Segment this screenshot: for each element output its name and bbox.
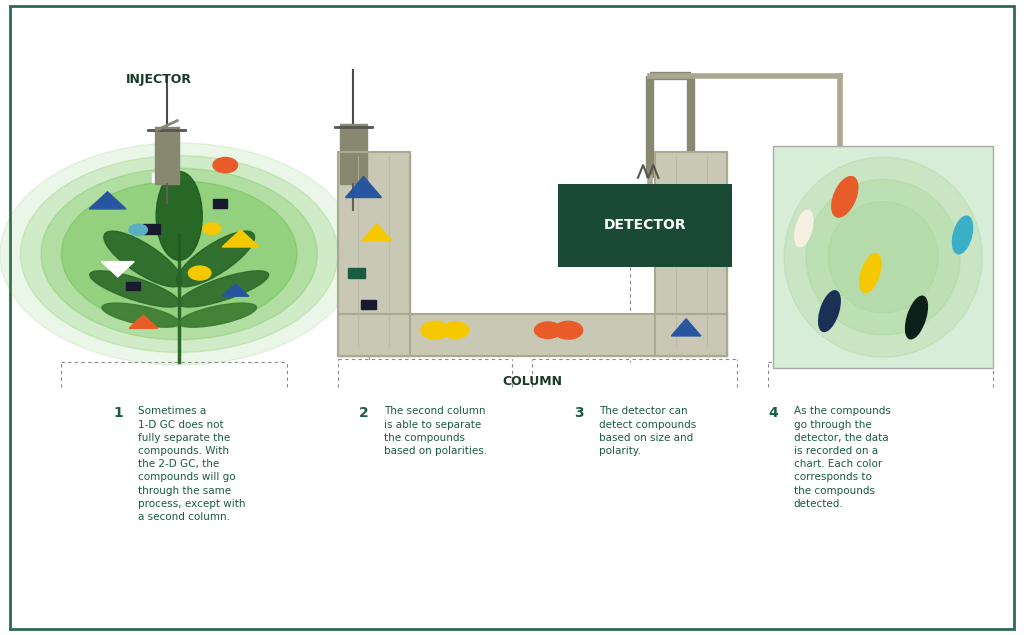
Text: 2: 2 [358, 406, 369, 420]
Text: INJECTOR: INJECTOR [126, 73, 191, 86]
Ellipse shape [102, 303, 179, 327]
Circle shape [213, 157, 238, 173]
Circle shape [129, 224, 147, 236]
Bar [655, 152, 727, 356]
Ellipse shape [103, 231, 182, 287]
Bar [340, 124, 367, 184]
Ellipse shape [156, 171, 202, 260]
Ellipse shape [860, 253, 881, 293]
Ellipse shape [178, 271, 268, 307]
Text: The detector can
detect compounds
based on size and
polarity.: The detector can detect compounds based … [599, 406, 696, 456]
Bar [143, 224, 160, 234]
Text: COLUMN: COLUMN [503, 375, 562, 387]
Ellipse shape [795, 210, 813, 247]
FancyBboxPatch shape [558, 184, 732, 267]
Bar [213, 199, 227, 208]
Text: The second column
is able to separate
the compounds
based on polarities.: The second column is able to separate th… [384, 406, 487, 456]
Bar [348, 268, 365, 278]
Polygon shape [129, 315, 158, 328]
Ellipse shape [828, 202, 938, 313]
Circle shape [535, 322, 561, 338]
FancyBboxPatch shape [773, 146, 993, 368]
Bar [152, 173, 166, 182]
Ellipse shape [179, 303, 256, 327]
Bar [155, 127, 179, 184]
Ellipse shape [818, 291, 841, 331]
Bar [338, 314, 727, 356]
Text: 1: 1 [113, 406, 123, 420]
Polygon shape [222, 230, 259, 247]
Circle shape [188, 266, 211, 280]
Ellipse shape [831, 177, 858, 217]
Bar [338, 314, 727, 356]
Ellipse shape [905, 296, 928, 339]
Bar [338, 152, 410, 356]
Bar [127, 281, 139, 290]
Circle shape [61, 181, 297, 327]
Polygon shape [89, 192, 126, 209]
Bar [361, 300, 376, 309]
Bar [338, 152, 410, 356]
Circle shape [203, 223, 221, 234]
Polygon shape [362, 224, 391, 241]
Polygon shape [101, 262, 134, 277]
Ellipse shape [784, 157, 982, 357]
Bar [655, 152, 727, 356]
Ellipse shape [952, 216, 973, 254]
Polygon shape [345, 177, 382, 197]
Text: As the compounds
go through the
detector, the data
is recorded on a
chart. Each : As the compounds go through the detector… [794, 406, 891, 509]
Circle shape [442, 322, 469, 338]
Circle shape [41, 168, 317, 340]
Polygon shape [672, 319, 700, 336]
Circle shape [421, 321, 450, 339]
Text: DETECTOR: DETECTOR [604, 218, 686, 232]
Ellipse shape [176, 231, 255, 287]
Ellipse shape [90, 271, 180, 307]
Ellipse shape [806, 180, 961, 335]
Circle shape [20, 156, 338, 352]
Circle shape [554, 321, 583, 339]
Text: 3: 3 [574, 406, 584, 420]
Circle shape [0, 143, 358, 365]
Text: 4: 4 [768, 406, 778, 420]
Polygon shape [222, 284, 249, 296]
Text: Sometimes a
1-D GC does not
fully separate the
compounds. With
the 2-D GC, the
c: Sometimes a 1-D GC does not fully separa… [138, 406, 246, 522]
